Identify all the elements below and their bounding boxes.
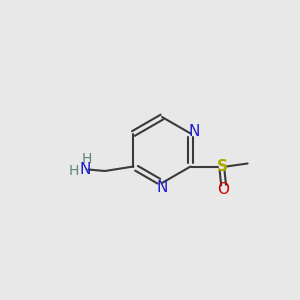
Text: H: H: [82, 152, 92, 166]
Text: S: S: [217, 159, 228, 174]
Text: N: N: [189, 124, 200, 139]
Text: N: N: [156, 180, 168, 195]
Text: H: H: [69, 164, 79, 178]
Text: N: N: [80, 162, 91, 177]
Text: O: O: [218, 182, 230, 196]
